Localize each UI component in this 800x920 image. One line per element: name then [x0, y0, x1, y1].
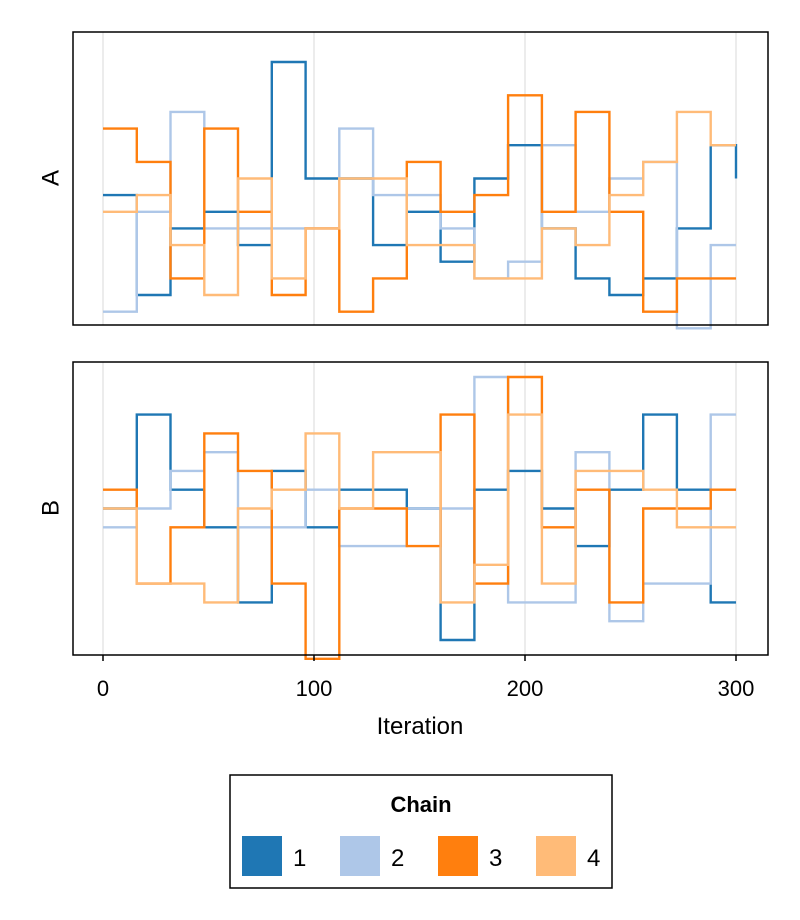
- legend-swatch-2: [340, 836, 380, 876]
- legend-entries: 1 2 3 4: [242, 836, 600, 876]
- panel-a-series: [103, 60, 738, 330]
- panel-a-series-3-line: [103, 94, 736, 313]
- legend-swatch-1: [242, 836, 282, 876]
- panel-b: B: [37, 361, 769, 660]
- panel-b-ylabel: B: [37, 500, 64, 516]
- legend-label-3: 3: [489, 845, 502, 872]
- panel-a-frame: [72, 31, 769, 326]
- panel-b-series-4-line: [103, 413, 736, 604]
- x-tick-label-200: 200: [507, 676, 544, 701]
- legend-label-4: 4: [587, 845, 600, 872]
- legend-label-1: 1: [293, 845, 306, 872]
- x-tick-label-300: 300: [718, 676, 755, 701]
- panel-b-series-3-line: [103, 375, 736, 660]
- x-axis-label: Iteration: [377, 713, 464, 740]
- legend-title: Chain: [390, 792, 451, 817]
- panel-a-series-4-line: [103, 110, 736, 297]
- legend-swatch-3: [438, 836, 478, 876]
- x-tick-marks: 0 100 200 300: [97, 655, 754, 701]
- panel-b-frame: [72, 361, 769, 656]
- panel-b-series: [103, 375, 736, 660]
- legend: Chain 1 2 3 4: [229, 774, 613, 889]
- x-tick-label-100: 100: [296, 676, 333, 701]
- panel-a-ylabel: A: [37, 170, 64, 186]
- legend-label-2: 2: [391, 845, 404, 872]
- panel-a: A: [37, 31, 769, 330]
- x-axis: 0 100 200 300 Iteration: [97, 655, 754, 740]
- x-tick-label-0: 0: [97, 676, 109, 701]
- legend-swatch-4: [536, 836, 576, 876]
